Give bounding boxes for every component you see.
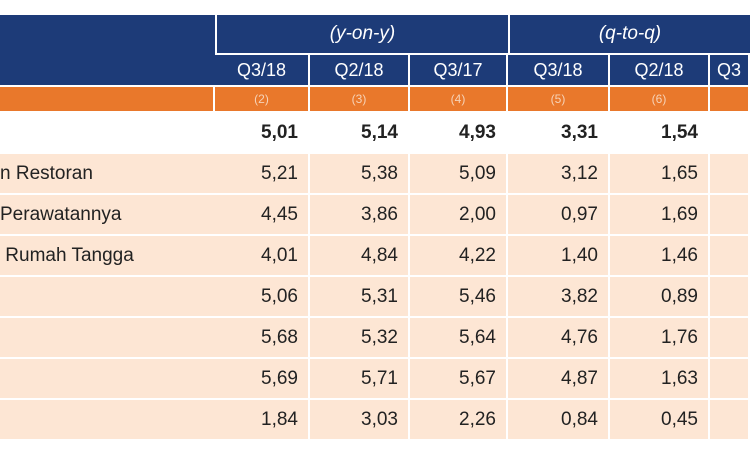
value-cell <box>710 359 750 400</box>
column-header: Q3 <box>710 53 750 85</box>
value-cell: 5,01 <box>215 113 310 154</box>
value-cell: 5,69 <box>215 359 310 400</box>
value-cell <box>710 113 750 154</box>
value-cell: 0,45 <box>610 400 710 441</box>
value-cell: 5,09 <box>410 154 508 195</box>
value-cell: 1,63 <box>610 359 710 400</box>
value-cell: 3,12 <box>508 154 610 195</box>
column-header: Q3/18 <box>215 53 310 85</box>
value-cell: 0,97 <box>508 195 610 236</box>
value-cell: 5,38 <box>310 154 410 195</box>
row-label <box>0 400 215 441</box>
value-cell: 0,84 <box>508 400 610 441</box>
value-cell: 1,84 <box>215 400 310 441</box>
value-cell: 4,01 <box>215 236 310 277</box>
value-cell <box>710 400 750 441</box>
column-number <box>710 87 750 111</box>
value-cell <box>710 195 750 236</box>
row-label: Rumah Tangga <box>0 236 215 277</box>
value-cell <box>710 318 750 359</box>
value-cell: 1,69 <box>610 195 710 236</box>
value-cell: 5,46 <box>410 277 508 318</box>
value-cell: 4,84 <box>310 236 410 277</box>
value-cell <box>710 277 750 318</box>
value-cell: 4,45 <box>215 195 310 236</box>
value-cell: 5,14 <box>310 113 410 154</box>
value-cell: 3,03 <box>310 400 410 441</box>
value-cell: 5,67 <box>410 359 508 400</box>
row-label <box>0 318 215 359</box>
column-header: Q2/18 <box>610 53 710 85</box>
value-cell: 1,40 <box>508 236 610 277</box>
value-cell: 1,76 <box>610 318 710 359</box>
value-cell: 4,22 <box>410 236 508 277</box>
value-cell: 2,26 <box>410 400 508 441</box>
value-cell: 5,31 <box>310 277 410 318</box>
column-number: (4) <box>410 87 508 111</box>
column-header: Q3/18 <box>508 53 610 85</box>
value-cell: 4,76 <box>508 318 610 359</box>
column-number: (6) <box>610 87 710 111</box>
column-number: (3) <box>310 87 410 111</box>
value-cell <box>710 236 750 277</box>
value-cell: 5,21 <box>215 154 310 195</box>
column-header: Q3/17 <box>410 53 508 85</box>
value-cell <box>710 154 750 195</box>
value-cell: 3,86 <box>310 195 410 236</box>
row-label <box>0 277 215 318</box>
group-header: (y-on-y) <box>215 15 508 53</box>
value-cell: 1,54 <box>610 113 710 154</box>
value-cell: 1,46 <box>610 236 710 277</box>
column-number: (5) <box>508 87 610 111</box>
value-cell: 4,93 <box>410 113 508 154</box>
value-cell: 4,87 <box>508 359 610 400</box>
value-cell: 5,64 <box>410 318 508 359</box>
value-cell: 3,31 <box>508 113 610 154</box>
value-cell: 5,32 <box>310 318 410 359</box>
value-cell: 1,65 <box>610 154 710 195</box>
value-cell: 5,71 <box>310 359 410 400</box>
value-cell: 5,06 <box>215 277 310 318</box>
row-label: Perawatannya <box>0 195 215 236</box>
number-row <box>0 87 215 111</box>
value-cell: 0,89 <box>610 277 710 318</box>
column-number: (2) <box>215 87 310 111</box>
row-label <box>0 359 215 400</box>
column-header: Q2/18 <box>310 53 410 85</box>
row-label <box>0 113 215 154</box>
value-cell: 3,82 <box>508 277 610 318</box>
group-header: (q-to-q) <box>508 15 750 53</box>
value-cell: 5,68 <box>215 318 310 359</box>
row-label: n Restoran <box>0 154 215 195</box>
value-cell: 2,00 <box>410 195 508 236</box>
